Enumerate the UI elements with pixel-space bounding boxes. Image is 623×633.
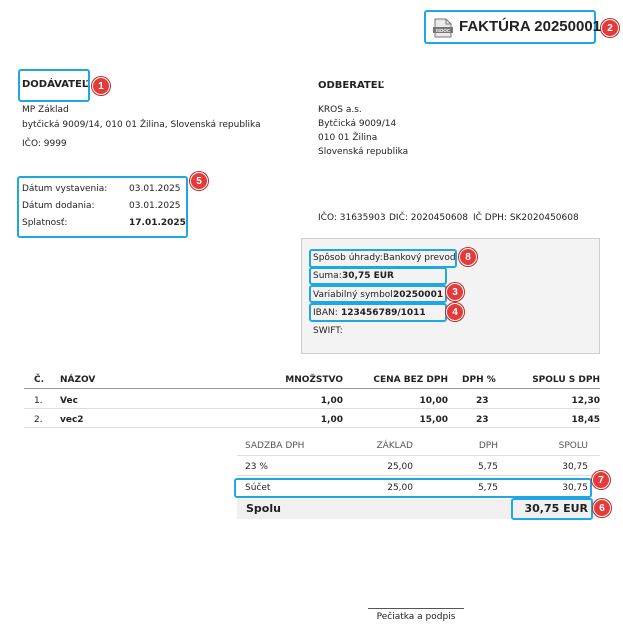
vat-total-value: 30,75 EUR bbox=[524, 502, 588, 515]
dates-highlight bbox=[17, 176, 188, 238]
item-1-total: 12,30 bbox=[571, 396, 600, 406]
payment-method-value: Bankový prevod bbox=[383, 253, 456, 263]
item-1-vat: 23 bbox=[476, 396, 489, 406]
supplier-address: bytčická 9009/14, 010 01 Žilina, Slovens… bbox=[22, 120, 261, 130]
payment-vs-value: 20250001 bbox=[393, 290, 444, 300]
item-2-vat: 23 bbox=[476, 415, 489, 425]
item-1-no: 1. bbox=[34, 396, 43, 406]
item-2-no: 2. bbox=[34, 415, 43, 425]
vat-header-rate: SADZBA DPH bbox=[245, 441, 305, 451]
payment-iban-label: IBAN: bbox=[313, 308, 338, 318]
payment-swift-label: SWIFT: bbox=[313, 326, 343, 336]
supplier-name: MP Základ bbox=[22, 105, 69, 115]
vat-header-base: ZÁKLAD bbox=[376, 441, 413, 451]
item-1-line bbox=[24, 408, 600, 409]
date-issue-value: 03.01.2025 bbox=[129, 184, 181, 194]
vat-row-vat: 5,75 bbox=[477, 462, 498, 472]
isdoc-icon[interactable]: ISDOC bbox=[432, 18, 454, 38]
svg-text:ISDOC: ISDOC bbox=[436, 28, 451, 33]
vat-row-total: 30,75 bbox=[562, 462, 588, 472]
vat-sum-vat: 5,75 bbox=[477, 483, 498, 493]
vat-total-highlight bbox=[511, 498, 593, 520]
payment-vs-label: Variabilný symbol: bbox=[313, 290, 396, 300]
vat-row-rate: 23 % bbox=[245, 462, 268, 472]
item-2-qty: 1,00 bbox=[320, 415, 343, 425]
customer-ico: IČO: 31635903 bbox=[318, 213, 386, 223]
item-2-line bbox=[24, 427, 600, 428]
badge-1: 1 bbox=[92, 77, 110, 95]
vat-header-total: SPOLU bbox=[558, 441, 588, 451]
item-1-price: 10,00 bbox=[419, 396, 448, 406]
items-header-qty: MNOŽSTVO bbox=[285, 375, 343, 385]
item-1-name: Vec bbox=[60, 396, 78, 406]
items-header-total: SPOLU S DPH bbox=[532, 375, 600, 385]
customer-heading: ODBERATEĽ bbox=[318, 80, 384, 91]
date-delivery-value: 03.01.2025 bbox=[129, 201, 181, 211]
items-header-name: NÁZOV bbox=[60, 375, 96, 385]
badge-2: 2 bbox=[601, 19, 619, 37]
items-header-line bbox=[24, 388, 600, 389]
item-2-price: 15,00 bbox=[419, 415, 448, 425]
customer-line-2: Bytčická 9009/14 bbox=[318, 119, 397, 129]
vat-row-line bbox=[237, 475, 600, 476]
badge-5: 5 bbox=[190, 172, 208, 190]
customer-line-1: KROS a.s. bbox=[318, 105, 362, 115]
date-due-label: Splatnosť: bbox=[22, 218, 68, 228]
item-1-qty: 1,00 bbox=[320, 396, 343, 406]
vat-total-band bbox=[237, 499, 600, 519]
payment-method-label: Spôsob úhrady: bbox=[313, 253, 383, 263]
item-2-total: 18,45 bbox=[571, 415, 600, 425]
badge-7: 7 bbox=[592, 471, 610, 489]
supplier-heading-highlight bbox=[18, 69, 90, 102]
date-issue-label: Dátum vystavenia: bbox=[22, 184, 108, 194]
vat-sum-label: Súčet bbox=[245, 483, 271, 493]
payment-sum-highlight bbox=[309, 267, 447, 285]
payment-iban-value: 123456789/1011 bbox=[341, 308, 426, 318]
badge-8: 8 bbox=[459, 248, 477, 266]
item-2-name: vec2 bbox=[60, 415, 84, 425]
customer-icdph: IČ DPH: SK2020450608 bbox=[473, 213, 579, 223]
date-due-value: 17.01.2025 bbox=[129, 218, 186, 228]
items-header-vat: DPH % bbox=[462, 375, 496, 385]
vat-sum-total: 30,75 bbox=[562, 483, 588, 493]
supplier-heading: DODÁVATEĽ bbox=[22, 79, 89, 90]
invoice-title: FAKTÚRA 20250001 bbox=[459, 18, 602, 35]
vat-sum-base: 25,00 bbox=[387, 483, 413, 493]
vat-header-line bbox=[237, 455, 600, 456]
supplier-ico: IČO: 9999 bbox=[22, 139, 67, 149]
vat-sum-highlight bbox=[234, 478, 592, 498]
signature-label: Pečiatka a podpis bbox=[376, 612, 456, 622]
vat-row-base: 25,00 bbox=[387, 462, 413, 472]
invoice-title-highlight bbox=[424, 10, 596, 44]
payment-sum-value: 30,75 EUR bbox=[342, 271, 394, 281]
date-delivery-label: Dátum dodania: bbox=[22, 201, 95, 211]
signature-line bbox=[368, 608, 464, 609]
vat-total-label: Spolu bbox=[246, 502, 281, 515]
customer-dic: DIČ: 2020450608 bbox=[389, 213, 469, 223]
customer-line-3: 010 01 Žilina bbox=[318, 133, 378, 143]
customer-line-4: Slovenská republika bbox=[318, 147, 409, 157]
vat-header-vat: DPH bbox=[478, 441, 498, 451]
badge-3: 3 bbox=[446, 283, 464, 301]
payment-sum-label: Suma: bbox=[313, 271, 342, 281]
items-header-price: CENA BEZ DPH bbox=[373, 375, 448, 385]
badge-4: 4 bbox=[446, 303, 464, 321]
items-header-no: Č. bbox=[34, 375, 45, 385]
badge-6: 6 bbox=[593, 499, 611, 517]
